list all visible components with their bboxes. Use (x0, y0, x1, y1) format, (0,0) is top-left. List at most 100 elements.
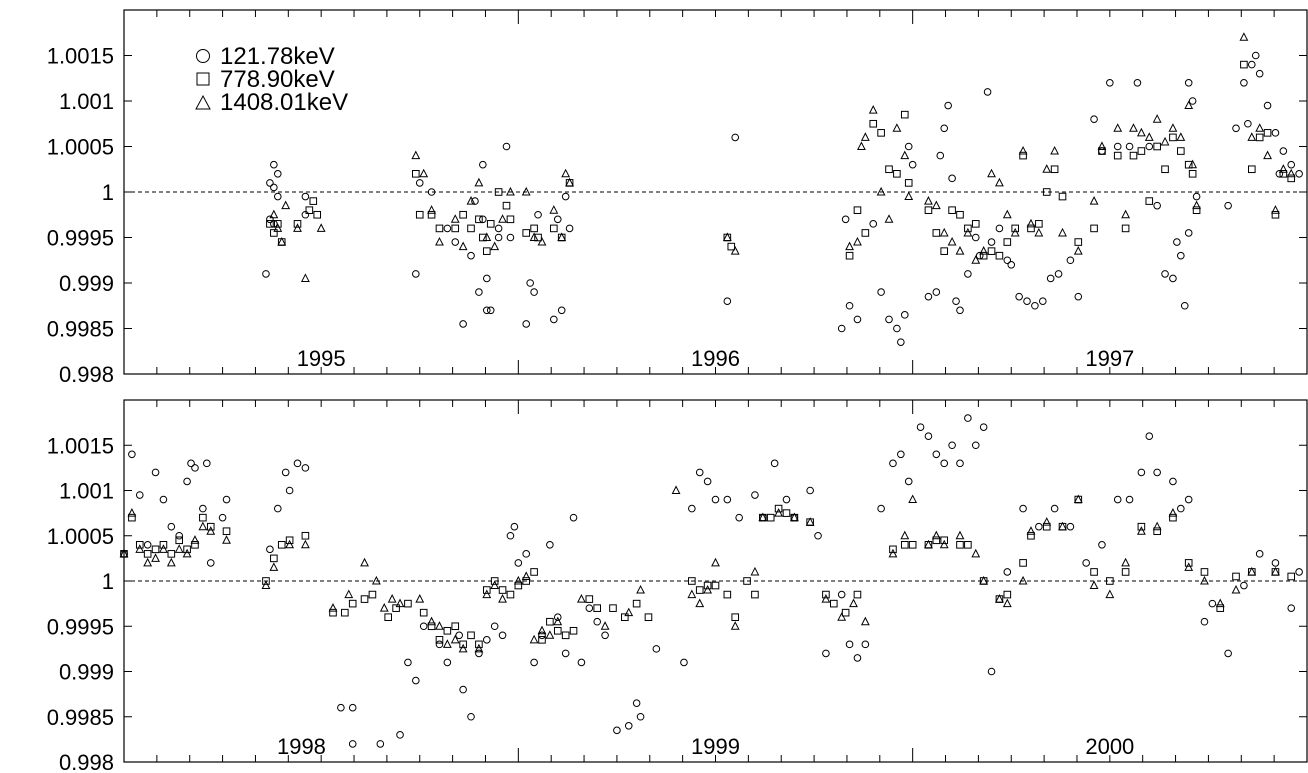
data-point-circle (613, 726, 621, 735)
data-point-square (774, 504, 783, 513)
data-point-triangle (300, 273, 310, 282)
data-point-circle (526, 279, 534, 287)
data-point-triangle (415, 594, 425, 603)
data-point-triangle (561, 168, 571, 178)
data-point-circle (1255, 550, 1264, 558)
data-point-circle (1003, 568, 1012, 576)
data-point-circle (1271, 559, 1280, 567)
data-point-square (502, 201, 511, 210)
data-point-square (475, 215, 483, 224)
data-point-triangle (565, 177, 575, 187)
data-point-triangle (285, 539, 295, 549)
data-point-square (1003, 590, 1012, 599)
data-point-circle (636, 712, 645, 721)
data-point-triangle (1034, 227, 1044, 237)
data-point-triangle (521, 571, 531, 580)
data-point-square (1019, 559, 1027, 567)
data-point-triangle (1089, 580, 1099, 590)
data-point-circle (510, 522, 519, 531)
data-point-circle (1169, 274, 1177, 283)
data-point-circle (897, 450, 905, 459)
data-point-circle (494, 224, 503, 233)
data-point-circle (1177, 504, 1185, 513)
data-point-square (270, 554, 278, 563)
data-point-circle (924, 292, 933, 301)
data-point-circle (459, 685, 467, 694)
data-point-triangle (1058, 227, 1067, 237)
data-point-circle (956, 306, 964, 315)
data-point-square (143, 550, 152, 558)
data-point-circle (1177, 251, 1185, 260)
data-point-square (845, 251, 854, 260)
data-point-triangle (529, 634, 539, 644)
y-tick-label: 0.998 (59, 750, 114, 773)
data-point-circle (475, 288, 483, 296)
legend-label-circle: 121.78keV (220, 43, 335, 70)
data-point-circle (956, 459, 964, 468)
data-point-circle (459, 320, 467, 328)
data-point-square (368, 590, 377, 599)
data-point-triangle (222, 535, 231, 544)
data-point-triangle (553, 616, 563, 626)
data-point-triangle (1152, 521, 1162, 531)
data-point-circle (845, 640, 854, 649)
data-point-square (956, 210, 964, 219)
data-point-circle (1066, 522, 1075, 531)
data-point-square (459, 210, 467, 219)
data-point-square (1050, 165, 1059, 174)
y-tick-label: 1.0015 (47, 44, 114, 69)
data-point-circle (971, 441, 980, 450)
data-point-triangle (545, 630, 555, 639)
data-point-triangle (955, 530, 965, 540)
data-point-triangle (1097, 141, 1107, 150)
data-point-circle (415, 179, 424, 187)
data-point-square (1011, 224, 1019, 233)
data-point-circle (593, 617, 602, 626)
data-point-triangle (1121, 209, 1131, 219)
data-point-square (853, 590, 862, 599)
data-point-circle (1082, 559, 1090, 567)
data-point-triangle (1136, 526, 1146, 535)
data-point-circle (1153, 468, 1161, 477)
data-point-triangle (281, 200, 291, 210)
data-point-square (1169, 133, 1177, 142)
data-point-square (822, 590, 830, 599)
data-point-circle (735, 513, 743, 522)
data-point-square (1255, 133, 1264, 142)
data-point-triangle (971, 255, 981, 264)
data-point-square (530, 224, 538, 233)
data-point-triangle (198, 521, 208, 531)
data-point-triangle (498, 214, 507, 223)
data-point-circle (506, 531, 515, 540)
data-point-circle (1279, 147, 1288, 155)
data-point-circle (1035, 522, 1043, 531)
data-point-square (360, 595, 369, 603)
data-point-square (1247, 165, 1256, 174)
legend-triangle-marker (195, 94, 211, 110)
year-label: 1998 (277, 734, 326, 759)
data-point-circle (1255, 69, 1264, 78)
data-point-circle (1251, 51, 1260, 60)
data-point-square (222, 527, 231, 536)
data-point-circle (301, 464, 310, 472)
data-point-circle (924, 432, 933, 441)
data-point-square (1279, 170, 1288, 178)
data-point-triangle (135, 544, 145, 553)
data-point-triangle (987, 168, 996, 178)
data-point-square (1145, 197, 1154, 205)
data-point-circle (837, 324, 846, 333)
data-point-circle (203, 459, 211, 468)
data-point-circle (337, 703, 345, 712)
data-point-triangle (1136, 127, 1146, 137)
data-point-triangle (490, 580, 500, 590)
data-point-square (530, 568, 538, 576)
data-point-circle (877, 288, 885, 296)
data-point-square (956, 541, 964, 549)
data-point-triangle (328, 603, 338, 612)
data-point-triangle (151, 553, 160, 562)
data-point-triangle (1018, 145, 1028, 155)
data-point-square (329, 608, 337, 617)
data-point-circle (293, 459, 302, 468)
data-point-triangle (1168, 508, 1178, 517)
data-point-circle (723, 297, 732, 306)
